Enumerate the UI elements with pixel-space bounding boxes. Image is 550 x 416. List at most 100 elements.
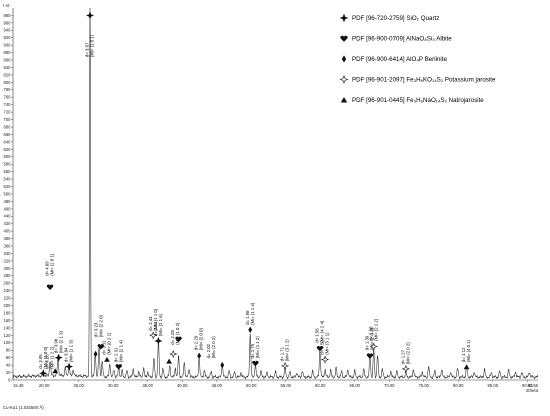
star4-open-marker [339, 75, 349, 84]
annotation-hkl: (Mi= (3 1 1) [325, 332, 330, 355]
y-tick-label: 280 [4, 273, 12, 278]
x-tick-label: 75.00 [419, 383, 430, 388]
star4-solid-marker [85, 11, 95, 20]
annotation-d-spacing: d= 3.95 [38, 354, 43, 369]
y-tick-label: 480 [4, 199, 12, 204]
x-tick-label: 45.00 [211, 383, 222, 388]
y-tick-label: 80 [6, 348, 11, 353]
heart-marker [366, 353, 374, 359]
annotation-d-spacing: d= 1.39 [365, 335, 370, 350]
x-tick-label: 60.00 [315, 383, 326, 388]
annotation-hkl: (Mi= (4 2 4) [320, 320, 325, 343]
annotation-d-spacing: d= 1.56 [315, 328, 320, 343]
peak-annotation: d= 1.12 (Mi= (4 0 1) [461, 339, 471, 362]
peak-annotation: d= 1.38 (Mi= (2 1 2) [368, 318, 378, 341]
peak-annotation: d= 3.23 (Mi= (2 2 0) [94, 315, 104, 338]
y-tick-label: 620 [4, 147, 12, 152]
annotation-hkl: (Mi= (2 1 4) [118, 339, 123, 362]
annotation-hkl: (Mi= (1 1 3) [69, 339, 74, 362]
xrd-pattern-line [12, 7, 539, 380]
x-tick-label: 40.00 [177, 383, 188, 388]
diamond-marker [248, 326, 253, 333]
annotation-hkl: (Mi= (2 1 3) [58, 331, 63, 354]
annotation-hkl: (Mi= (1 1 0) [153, 308, 158, 331]
y-tick-label: 440 [4, 214, 12, 219]
annotation-d-spacing: d= 1.38 [368, 326, 373, 341]
peak-annotation: d= 1.98 (Mi= (1 1 4) [245, 302, 255, 325]
annotation-d-spacing: d= 3.84 [64, 347, 69, 362]
y-tick-label: 600 [4, 154, 12, 159]
annotation-d-spacing: d= 2.53 [153, 321, 158, 336]
annotation-d-spacing: d= 3.11 [102, 340, 107, 355]
peak-annotation: d= 3.67 (Mi= (1 0 1) [85, 34, 95, 57]
y-tick-label: 660 [4, 132, 12, 137]
peak-annotation: d= 1.56 (Mi= (4 2 4) [315, 320, 325, 343]
peak-annotation: d= 2.28 (Mi= (1 0 2) [170, 322, 180, 345]
y-tick-label: 640 [4, 139, 12, 144]
heart-marker [340, 35, 348, 42]
y-tick-label: 400 [4, 229, 12, 234]
peak-annotation: d= 3.98 (Mi= (2 1 3) [53, 331, 63, 354]
annotation-hkl: (Mi= (1 2 2) [50, 346, 55, 369]
y-tick-label: 180 [4, 310, 12, 315]
peak-annotation: d= 1.75 (Mi= (1 1 2) [250, 336, 260, 359]
y-tick-label: 340 [4, 251, 12, 256]
x-tick-label: 50.00 [246, 383, 257, 388]
y-axis-unit: I·nt [3, 3, 10, 8]
x-tick-label: 25.00 [73, 383, 84, 388]
y-tick-label: 220 [4, 296, 12, 301]
annotation-hkl: (Mi= (4 0 1) [466, 339, 471, 362]
y-tick-label: 380 [4, 236, 12, 241]
peak-annotation: d= 2.44 (Mi= (1 1 0) [148, 308, 158, 331]
y-tick-label: 60 [6, 355, 11, 360]
y-tick-label: 40 [6, 363, 11, 368]
star4-solid-marker [54, 353, 63, 362]
x-start-label: 15.48 [13, 383, 24, 388]
triangle-marker [463, 364, 470, 370]
annotation-hkl: (Mi= (2 1 6) [158, 313, 163, 336]
y-tick-label: 820 [4, 72, 12, 77]
y-tick-label: 840 [4, 65, 12, 70]
peak-annotation: d= 1.39 (Mi= (2 0 3) [365, 328, 375, 351]
x-tick-label: 35.00 [142, 383, 153, 388]
annotation-d-spacing: d= 2.02 [206, 343, 211, 358]
y-tick-label: 20 [6, 370, 11, 375]
wavelength-label: Cu-Kα1 (1.540560 Å) [3, 405, 44, 410]
peak-annotation: d= 2.53 (Mi= (2 1 6) [153, 313, 163, 336]
y-tick-label: 560 [4, 169, 12, 174]
diamond-marker [341, 55, 347, 63]
y-tick-label: 800 [4, 80, 12, 85]
x-tick-label: 80.00 [453, 383, 464, 388]
y-tick-label: 520 [4, 184, 12, 189]
triangle-marker [340, 96, 348, 103]
y-tick-label: 920 [4, 35, 12, 40]
annotation-hkl: (Mi= (2 0 2) [405, 342, 410, 365]
annotation-d-spacing: d= 2.28 [170, 330, 175, 345]
star4-open-marker [321, 355, 330, 364]
legend-label: PDF [96-901-0445] Fe₃H₆NaO₁₄S₂ Natrojaro… [352, 97, 484, 104]
annotation-hkl: (Mi= (1 0 1) [90, 34, 95, 57]
legend-label: PDF [96-901-2097] Fe₃H₆KO₁₄S₂ Potassium … [352, 77, 496, 84]
legend-label: PDF [96-900-0709] AlNaO₈Si₃ Albite [352, 36, 452, 43]
annotation-d-spacing: d= 3.23 [94, 322, 99, 337]
annotation-hkl: (Mi= (2 0 3) [370, 328, 375, 351]
peak-annotation: d= 3.95 (Mi= (1 0 0) [38, 346, 48, 369]
annotation-d-spacing: d= 1.75 [250, 343, 255, 358]
peak-annotations: d= 3.95 (Mi= (1 0 0)d= 4.09 (Mi= (2 0 1)d=… [38, 34, 471, 368]
annotation-hkl: (Mi= (2 0 1) [50, 253, 55, 276]
annotation-hkl: (Mi= (3 1 2) [285, 339, 290, 362]
heart-marker [97, 344, 104, 350]
star4-solid-marker [65, 362, 74, 371]
y-tick-label: 680 [4, 124, 12, 129]
heart-marker [316, 345, 324, 352]
triangle-marker [166, 358, 172, 364]
y-tick-label: 320 [4, 258, 12, 263]
annotation-hkl: (Mi= (1 0 2) [175, 322, 180, 345]
x-axis-unit: 2theta [526, 388, 539, 393]
annotation-d-spacing: d= 4.26 [45, 354, 50, 369]
y-tick-label: 740 [4, 102, 12, 107]
x-tick-label: 55.00 [281, 383, 292, 388]
annotation-hkl: (Mi= (1 0 0) [43, 346, 48, 369]
y-tick-label: 940 [4, 28, 12, 33]
